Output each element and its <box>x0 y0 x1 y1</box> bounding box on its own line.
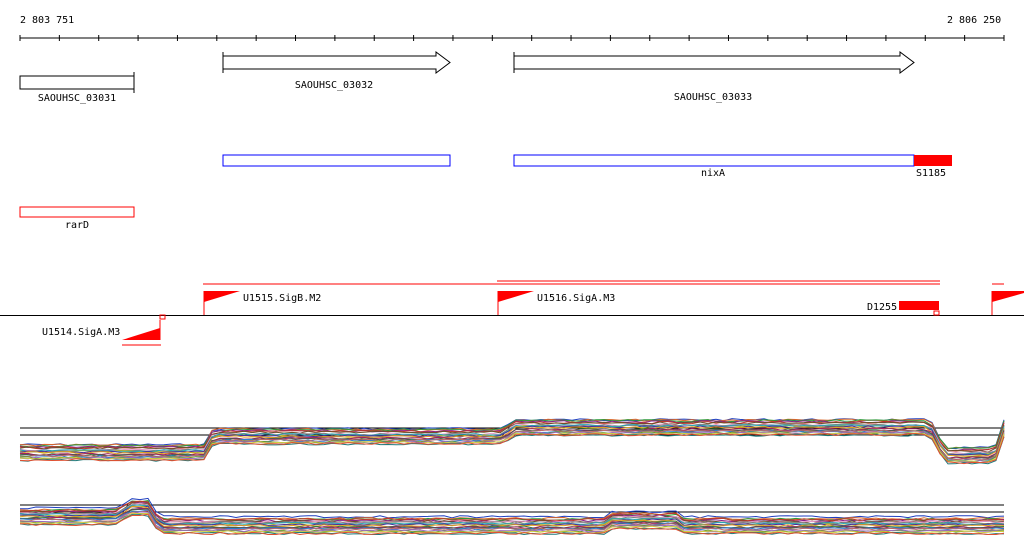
gene-label-SAOUHSC_03031: SAOUHSC_03031 <box>38 93 116 104</box>
feature-box-nixA[interactable] <box>513 154 915 167</box>
expression-trace <box>19 421 1005 453</box>
feature-label-rarD: rarD <box>65 220 89 231</box>
start-coordinate: 2 803 751 <box>20 15 74 26</box>
expression-trace <box>19 500 1005 522</box>
expression-trace <box>19 497 1005 519</box>
expression-trace <box>19 429 1005 461</box>
expression-trace <box>19 425 1005 456</box>
expression-trace <box>19 504 1005 526</box>
promoter-label-U1514: U1514.SigA.M3 <box>42 327 120 338</box>
terminator-label-D1255: D1255 <box>867 302 897 313</box>
feature-label-nixA: nixA <box>701 168 725 179</box>
terminator-D1255[interactable] <box>899 301 940 316</box>
promoter-label-U1516: U1516.SigA.M3 <box>537 293 615 304</box>
expression-trace <box>19 500 1005 521</box>
expression-profile-track-2 <box>19 497 1005 536</box>
promoter-U1515[interactable] <box>203 291 240 315</box>
promoter-U1516[interactable] <box>497 291 534 315</box>
expression-trace <box>19 419 1005 449</box>
gene-label-SAOUHSC_03033: SAOUHSC_03033 <box>674 92 752 103</box>
feature-box-rarD[interactable] <box>19 206 135 218</box>
expression-trace <box>19 502 1005 524</box>
feature-label-S1185: S1185 <box>916 168 946 179</box>
feature-box-S1185[interactable] <box>914 155 952 166</box>
expression-trace <box>19 512 1005 534</box>
end-coordinate: 2 806 250 <box>947 15 1001 26</box>
expression-trace <box>19 424 1005 456</box>
gene-label-SAOUHSC_03032: SAOUHSC_03032 <box>295 80 373 91</box>
expression-trace <box>19 511 1005 533</box>
gene-SAOUHSC_03031[interactable] <box>19 72 135 93</box>
coordinate-ruler <box>19 35 1005 41</box>
expression-trace <box>19 433 1005 465</box>
expression-profile-track-1 <box>19 418 1005 465</box>
expression-trace <box>19 426 1005 458</box>
expression-trace <box>19 433 1005 465</box>
expression-trace <box>19 431 1005 463</box>
promoter-right-edge[interactable] <box>991 291 1024 315</box>
expression-trace <box>19 510 1005 531</box>
feature-box-1[interactable] <box>222 154 451 167</box>
promoter-U1514[interactable] <box>122 314 166 346</box>
gene-SAOUHSC_03033[interactable] <box>513 51 915 74</box>
promoter-label-U1515: U1515.SigB.M2 <box>243 293 321 304</box>
expression-trace <box>19 513 1005 536</box>
gene-SAOUHSC_03032[interactable] <box>222 51 451 74</box>
